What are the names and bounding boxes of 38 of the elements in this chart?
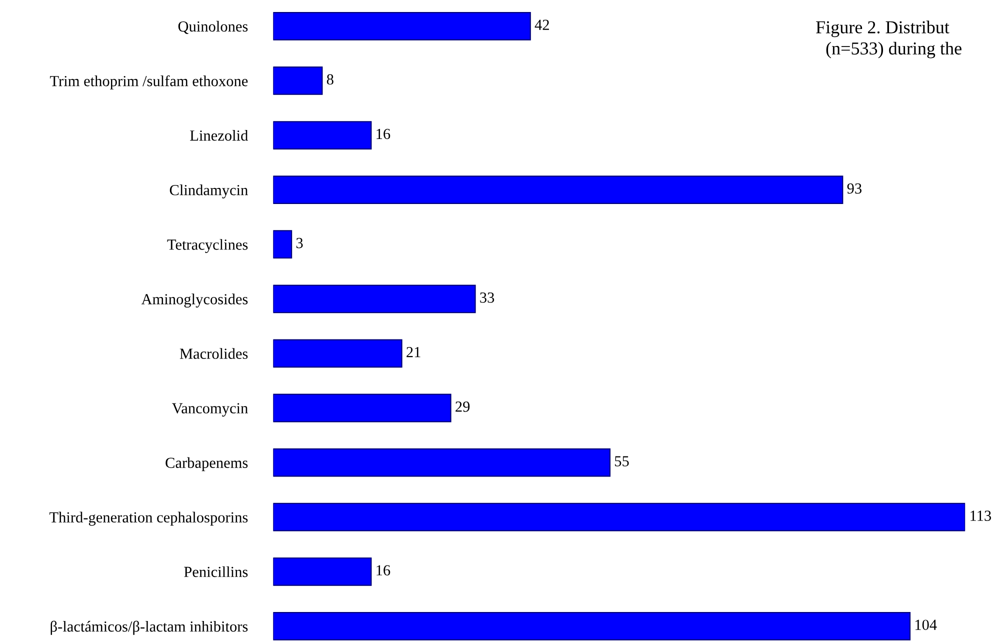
y-tick-label: Macrolides bbox=[180, 348, 248, 359]
data-label: 3 bbox=[296, 238, 303, 248]
data-label: 104 bbox=[916, 620, 937, 630]
bar bbox=[273, 394, 452, 422]
bar bbox=[273, 230, 292, 259]
data-label: 16 bbox=[376, 565, 390, 576]
y-tick-label: Penicillins bbox=[184, 566, 248, 578]
bar bbox=[273, 12, 531, 40]
annotation: (n=533) during the bbox=[826, 42, 962, 58]
y-tick-label: Linezolid bbox=[190, 130, 248, 141]
data-label: 33 bbox=[480, 292, 494, 303]
data-label: 8 bbox=[326, 74, 334, 85]
bar bbox=[273, 176, 844, 204]
data-label: 42 bbox=[534, 20, 549, 30]
data-label: 93 bbox=[847, 183, 862, 194]
y-tick-label: Third-generation cephalosporins bbox=[49, 512, 248, 526]
y-tick-label: β-lactámicos/β-lactam inhibitors bbox=[50, 620, 248, 635]
bar bbox=[273, 557, 372, 586]
y-tick-label: Carbapenems bbox=[166, 457, 248, 472]
annotation: Figure 2. Distribut bbox=[816, 20, 950, 38]
bar bbox=[273, 121, 372, 150]
bar bbox=[273, 612, 911, 640]
data-label: 113 bbox=[970, 510, 992, 521]
y-tick-label: Vancomycin bbox=[172, 403, 248, 417]
y-tick-label: Quinolones bbox=[178, 20, 248, 34]
bar bbox=[273, 66, 323, 95]
bar bbox=[273, 448, 611, 477]
data-label: 21 bbox=[406, 347, 420, 358]
data-label: 16 bbox=[376, 128, 390, 140]
bar bbox=[273, 502, 966, 532]
bar bbox=[273, 284, 476, 314]
bar bbox=[273, 339, 402, 368]
y-tick-label: Clindamycin bbox=[170, 184, 248, 198]
y-tick-label: Aminoglycosides bbox=[141, 294, 248, 308]
data-label: 55 bbox=[615, 456, 629, 466]
y-tick-label: Trim ethoprim /sulfam ethoxone bbox=[50, 75, 248, 90]
data-label: 29 bbox=[456, 402, 470, 412]
y-tick-label: Tetracyclines bbox=[167, 239, 248, 253]
